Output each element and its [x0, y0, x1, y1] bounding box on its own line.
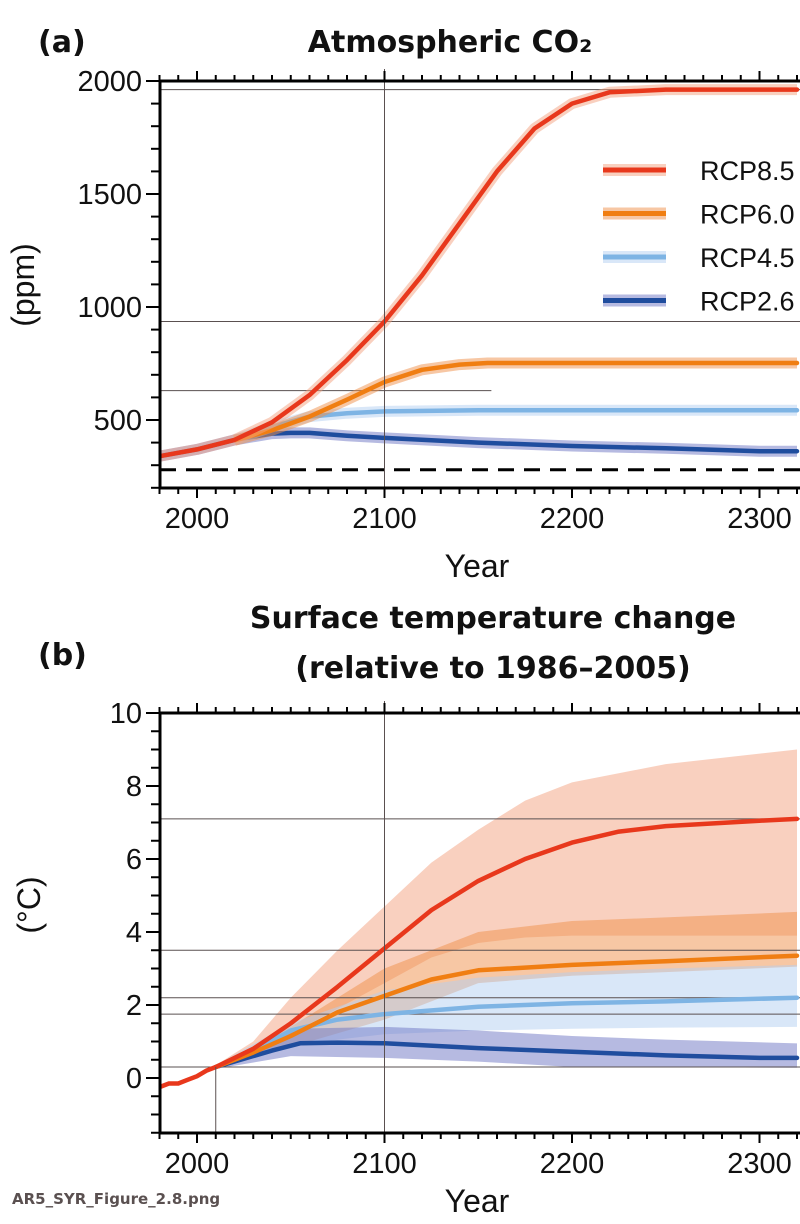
x-tick-label: 2300 — [727, 1148, 792, 1180]
legend-label: RCP4.5 — [700, 243, 795, 273]
panel-a-xlabel: Year — [445, 548, 510, 584]
y-tick-label: 2 — [126, 990, 142, 1022]
plot-area — [160, 84, 800, 472]
x-tick-label: 2300 — [727, 503, 792, 535]
y-tick-label: 6 — [126, 844, 142, 876]
series-line-rcp60 — [213, 953, 800, 1070]
y-tick-label: 8 — [126, 771, 142, 803]
x-tick-label: 2200 — [540, 503, 605, 535]
panel-a: 2000 2100 2200 2300 500 1000 1500 2000 — [77, 66, 800, 535]
legend: RCP8.5 RCP6.0 RCP4.5 RCP2.6 — [603, 156, 795, 317]
y-tick-label: 0 — [126, 1063, 142, 1095]
historical-line — [160, 1064, 217, 1090]
legend-label: RCP6.0 — [700, 200, 795, 230]
legend-item-rcp85: RCP8.5 — [603, 156, 795, 186]
y-tick-label: 1500 — [77, 179, 142, 211]
series-line-rcp85 — [213, 816, 800, 1070]
x-tick-label: 2100 — [352, 503, 417, 535]
panel-b-title: Surface temperature change — [250, 601, 736, 636]
band-rcp45 — [215, 964, 797, 1069]
legend-item-rcp45: RCP4.5 — [603, 243, 795, 273]
x-tick-label: 2000 — [165, 503, 230, 535]
x-tick-label: 2100 — [352, 1148, 417, 1180]
series-line-rcp26 — [213, 1040, 800, 1070]
band-rcp60 — [215, 911, 797, 1069]
y-tick-label: 1000 — [77, 292, 142, 324]
y-tick-label: 2000 — [77, 66, 142, 98]
y-tick-label: 10 — [110, 698, 142, 730]
panel-b-xlabel: Year — [445, 1183, 510, 1219]
panel-b-subtitle: (relative to 1986–2005) — [295, 651, 690, 686]
y-tick-label: 500 — [94, 405, 142, 437]
series-line-rcp85 — [160, 87, 800, 459]
x-tick-label: 2000 — [165, 1148, 230, 1180]
panel-b: 2000 2100 2200 2300 0 2 4 6 8 10 — [110, 698, 800, 1180]
panel-b-label: (b) — [38, 638, 87, 673]
panel-a-title: Atmospheric CO₂ — [308, 25, 592, 60]
legend-item-rcp26: RCP2.6 — [603, 287, 795, 317]
legend-label: RCP2.6 — [700, 287, 795, 317]
legend-label: RCP8.5 — [700, 156, 795, 186]
panel-a-ylabel: (ppm) — [5, 243, 41, 327]
panel-b-ylabel: (°C) — [11, 876, 47, 933]
x-tick-label: 2200 — [540, 1148, 605, 1180]
legend-item-rcp60: RCP6.0 — [603, 200, 795, 230]
file-caption: AR5_SYR_Figure_2.8.png — [12, 1190, 220, 1208]
y-tick-label: 4 — [126, 917, 142, 949]
panel-a-label: (a) — [38, 25, 86, 60]
plot-area — [160, 749, 800, 1090]
